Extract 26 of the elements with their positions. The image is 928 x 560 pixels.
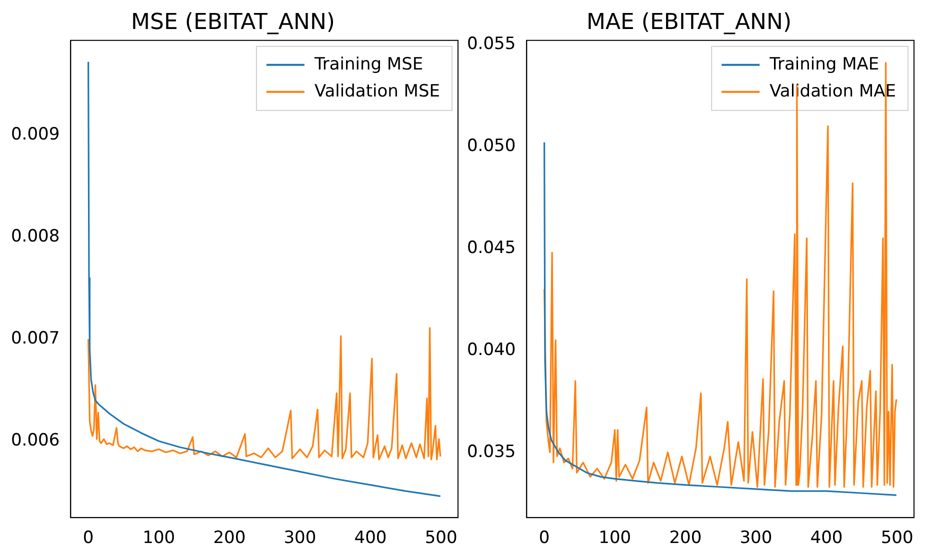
y-tick-label: 0.040 — [466, 340, 516, 360]
x-tick-label: 200 — [213, 528, 246, 548]
legend-label: Validation MSE — [314, 81, 440, 102]
y-tick-label: 0.055 — [466, 34, 516, 54]
x-tick-label: 200 — [669, 528, 702, 548]
y-tick-label: 0.045 — [466, 238, 516, 258]
y-tick-label: 0.050 — [466, 136, 516, 156]
y-tick-label: 0.009 — [10, 124, 60, 145]
x-tick-label: 300 — [740, 528, 772, 548]
x-tick-label: 300 — [284, 528, 316, 548]
x-tick-label: 400 — [354, 528, 387, 548]
x-tick-label: 100 — [142, 528, 176, 548]
x-tick-label: 500 — [424, 528, 458, 548]
x-tick-label: 500 — [880, 528, 914, 548]
chart-title: MAE (EBITAT_ANN) — [586, 10, 792, 35]
x-tick-label: 0 — [538, 528, 550, 548]
chart-title: MSE (EBITAT_ANN) — [131, 10, 335, 35]
x-tick-label: 400 — [810, 528, 843, 548]
y-tick-label: 0.008 — [10, 226, 60, 247]
y-tick-label: 0.035 — [466, 442, 516, 462]
legend-label: Training MSE — [313, 54, 424, 74]
x-tick-label: 0 — [82, 528, 94, 548]
y-tick-label: 0.006 — [10, 430, 60, 451]
x-tick-label: 100 — [598, 528, 632, 548]
legend-label: Training MAE — [768, 54, 880, 74]
y-tick-label: 0.007 — [10, 328, 60, 349]
